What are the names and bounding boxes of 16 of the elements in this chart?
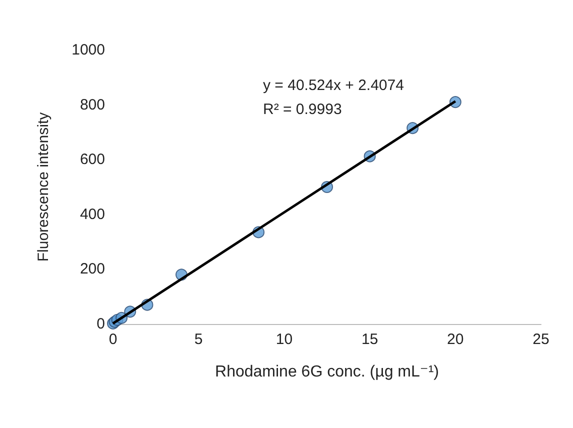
x-tick-label: 20 bbox=[447, 331, 464, 348]
x-tick-label: 15 bbox=[361, 331, 378, 348]
y-tick-label: 200 bbox=[80, 260, 105, 278]
x-tick-label: 5 bbox=[194, 331, 203, 348]
y-tick-label: 400 bbox=[80, 206, 105, 223]
y-tick-label: 0 bbox=[96, 316, 105, 332]
y-axis-title: Fluorescence intensity bbox=[35, 112, 52, 262]
x-tick-label: 10 bbox=[276, 331, 293, 348]
y-tick-label: 600 bbox=[80, 151, 105, 168]
x-axis-title: Rhodamine 6G conc. (µg mL⁻¹) bbox=[215, 364, 439, 380]
x-tick-label: 0 bbox=[108, 331, 118, 348]
annotation: y = 40.524x + 2.4074 bbox=[262, 77, 404, 94]
y-tick-label: 1000 bbox=[72, 42, 105, 58]
annotation: R² = 0.9993 bbox=[262, 101, 342, 118]
x-tick-label: 25 bbox=[532, 331, 550, 348]
y-tick-label: 800 bbox=[80, 96, 105, 114]
